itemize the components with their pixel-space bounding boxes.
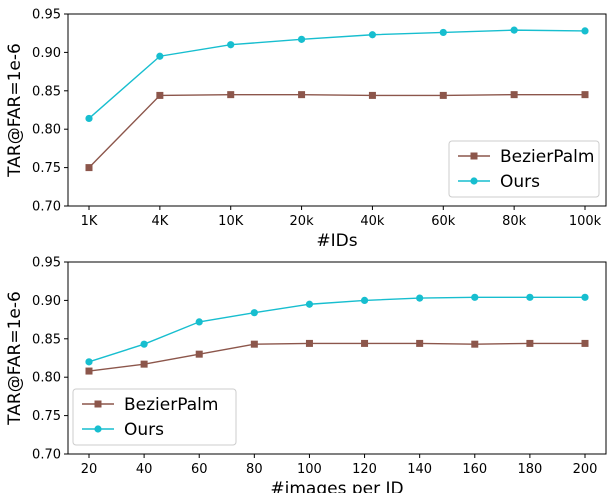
data-point [140, 360, 148, 368]
series-ours [85, 26, 589, 123]
x-tick-label: 20k [290, 214, 315, 229]
x-axis-label: #IDs [316, 231, 357, 251]
legend-label: Ours [500, 172, 540, 192]
data-point [85, 164, 93, 172]
series-line [88, 342, 585, 372]
data-point [439, 91, 447, 99]
data-point [581, 91, 589, 99]
data-point [250, 309, 258, 317]
data-point [416, 339, 424, 347]
data-point [85, 358, 93, 366]
data-point [156, 52, 164, 60]
legend-label: BezierPalm [124, 395, 218, 415]
x-tick-label: 100k [569, 214, 602, 229]
data-point [85, 114, 93, 123]
y-tick-label: 0.90 [32, 294, 61, 309]
plot-area [67, 261, 607, 455]
x-tick-label: 40 [136, 462, 153, 477]
legend-marker [94, 425, 102, 433]
series-line [88, 29, 586, 119]
x-tick-label: 40k [360, 214, 385, 229]
y-tick-label: 0.85 [32, 84, 61, 99]
data-point [471, 340, 479, 348]
data-point [368, 31, 377, 39]
x-tick-label: 10K [218, 214, 244, 229]
y-tick-label: 0.85 [32, 332, 61, 347]
data-point [471, 293, 479, 301]
data-point [526, 339, 534, 347]
data-point [360, 296, 369, 304]
y-tick-label: 0.70 [32, 200, 61, 215]
x-tick-label: 1K [81, 214, 98, 229]
data-point [581, 27, 589, 35]
data-point [156, 91, 164, 99]
data-point [361, 339, 369, 347]
x-axis-label: #images per ID [270, 479, 403, 493]
x-tick-label: 200 [573, 462, 598, 477]
data-point [305, 339, 313, 347]
data-point [368, 91, 376, 99]
series-line [88, 93, 585, 169]
x-tick-label: 80 [246, 462, 263, 477]
data-point [510, 91, 518, 99]
x-tick-label: 60 [191, 462, 208, 477]
x-tick-label: 20 [81, 462, 98, 477]
data-point [195, 318, 203, 326]
data-point [439, 28, 447, 37]
data-point [305, 300, 314, 308]
plot-area [67, 13, 607, 207]
data-point [250, 340, 258, 348]
y-tick-label: 0.95 [32, 256, 61, 271]
x-tick-label: 120 [352, 462, 377, 477]
series-ours [85, 293, 589, 366]
x-tick-label: 100 [297, 462, 322, 477]
legend-marker [94, 400, 102, 408]
data-point [581, 339, 589, 347]
legend: BezierPalm Ours [448, 140, 600, 198]
data-point [227, 41, 235, 49]
data-point [526, 293, 534, 301]
data-point [227, 91, 235, 99]
data-point [416, 294, 424, 302]
y-tick-label: 0.75 [32, 161, 61, 176]
legend-marker [470, 152, 478, 160]
y-tick-label: 0.70 [32, 448, 61, 463]
chart-1: 0.70 0.75 0.80 0.85 0.90 0.95 1K 4K 10K 20k 40k 60k… [5, 8, 607, 251]
series-bezierpalm [85, 91, 589, 172]
legend-box [72, 388, 237, 446]
x-tick-label: 80k [502, 214, 527, 229]
legend-box [448, 140, 600, 198]
series-line [88, 296, 585, 363]
y-axis-label: TAR@FAR=1e-6 [5, 43, 25, 178]
y-tick-label: 0.95 [32, 8, 61, 23]
legend: BezierPalm Ours [72, 388, 237, 446]
y-tick-label: 0.80 [32, 123, 61, 138]
data-point [298, 91, 306, 99]
legend-label: BezierPalm [500, 147, 594, 167]
y-tick-label: 0.90 [32, 46, 61, 61]
data-point [510, 26, 518, 34]
x-tick-label: 140 [407, 462, 432, 477]
legend-label: Ours [124, 420, 164, 440]
y-axis-label: TAR@FAR=1e-6 [5, 291, 25, 426]
data-point [581, 293, 589, 301]
y-tick-label: 0.75 [32, 409, 61, 424]
data-point [297, 35, 306, 43]
data-point [195, 350, 203, 358]
chart-2: 0.70 0.75 0.80 0.85 0.90 0.95 20 40 60 80 100 120 14… [5, 256, 607, 493]
x-tick-label: 180 [517, 462, 542, 477]
x-tick-label: 4K [151, 214, 168, 229]
y-tick-label: 0.80 [32, 371, 61, 386]
data-point [140, 340, 148, 348]
x-tick-label: 160 [462, 462, 487, 477]
x-tick-label: 60k [431, 214, 456, 229]
series-bezierpalm [85, 339, 589, 375]
legend-marker [470, 177, 478, 185]
data-point [85, 367, 93, 375]
